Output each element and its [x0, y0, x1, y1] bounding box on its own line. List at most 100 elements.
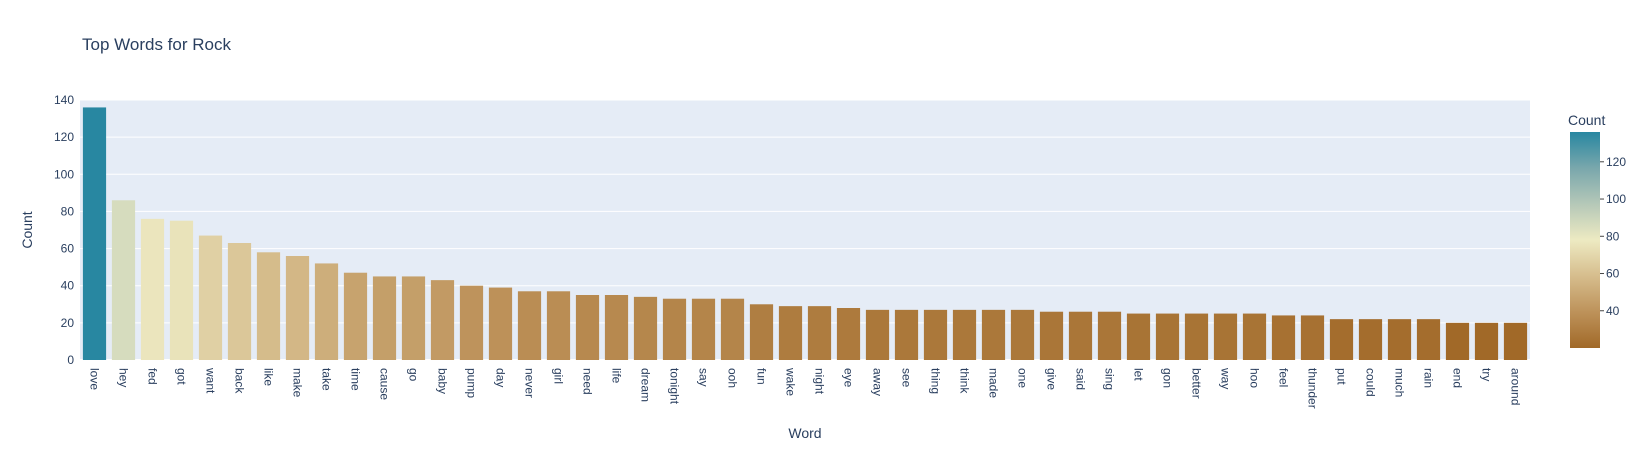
bar-ooh[interactable] — [720, 298, 745, 360]
bar-thunder[interactable] — [1300, 315, 1325, 360]
colorbar-tick-label: 120 — [1606, 155, 1626, 169]
bar-gon[interactable] — [1155, 313, 1180, 360]
bars — [82, 107, 1528, 360]
x-tick-label: sing — [1103, 368, 1117, 390]
x-tick-label: say — [697, 368, 711, 387]
bar-eye[interactable] — [836, 308, 861, 360]
x-tick-label: take — [320, 368, 334, 391]
y-tick-label: 100 — [54, 167, 74, 181]
bar-way[interactable] — [1213, 313, 1238, 360]
bar-go[interactable] — [401, 276, 426, 360]
bar-put[interactable] — [1329, 319, 1354, 360]
x-tick-label: night — [813, 368, 827, 395]
y-tick-label: 0 — [67, 353, 74, 367]
x-tick-label: tonight — [668, 368, 682, 405]
x-tick-label: girl — [552, 368, 566, 384]
bar-around[interactable] — [1503, 322, 1528, 360]
bar-think[interactable] — [952, 309, 977, 360]
bar-wake[interactable] — [778, 306, 803, 360]
x-tick-label: feel — [1277, 368, 1291, 387]
bar-end[interactable] — [1445, 322, 1470, 360]
bar-never[interactable] — [517, 291, 542, 360]
bar-need[interactable] — [575, 295, 600, 360]
colorbar-ticks: 40 60 80 100 120 — [1600, 155, 1626, 318]
y-tick-label: 60 — [61, 242, 75, 256]
y-tick-label: 20 — [61, 316, 75, 330]
bar-let[interactable] — [1126, 313, 1151, 360]
x-tick-label: gon — [1161, 368, 1175, 388]
bar-take[interactable] — [314, 263, 339, 360]
bar-much[interactable] — [1387, 319, 1412, 360]
bar-night[interactable] — [807, 306, 832, 360]
bar-rain[interactable] — [1416, 319, 1441, 360]
bar-give[interactable] — [1039, 311, 1064, 360]
x-tick-label: never — [523, 368, 537, 398]
bar-cause[interactable] — [372, 276, 397, 360]
bar-life[interactable] — [604, 295, 629, 360]
bar-one[interactable] — [1010, 309, 1035, 360]
x-axis-ticks: love hey fed got want back like make take time cau… — [88, 367, 1523, 409]
x-tick-label: made — [987, 368, 1001, 398]
chart-title: Top Words for Rock — [82, 35, 231, 54]
bar-could[interactable] — [1358, 319, 1383, 360]
x-tick-label: wake — [784, 367, 798, 396]
bar-day[interactable] — [488, 287, 513, 360]
bar-dream[interactable] — [633, 296, 658, 360]
bar-hoo[interactable] — [1242, 313, 1267, 360]
colorbar: Count 40 60 80 100 120 — [1568, 112, 1626, 348]
x-tick-label: life — [610, 368, 624, 384]
bar-said[interactable] — [1068, 311, 1093, 360]
x-tick-label: need — [581, 368, 595, 395]
bar-try[interactable] — [1474, 322, 1499, 360]
bar-away[interactable] — [865, 309, 890, 360]
colorbar-tick-label: 40 — [1606, 304, 1620, 318]
y-tick-label: 80 — [61, 204, 75, 218]
bar-feel[interactable] — [1271, 315, 1296, 360]
x-tick-label: got — [175, 368, 189, 385]
x-axis-title: Word — [788, 425, 821, 441]
x-tick-label: way — [1219, 367, 1233, 389]
bar-got[interactable] — [169, 220, 194, 360]
bar-fed[interactable] — [140, 218, 165, 360]
x-tick-label: baby — [436, 368, 450, 394]
bar-girl[interactable] — [546, 291, 571, 360]
bar-pump[interactable] — [459, 285, 484, 360]
bar-make[interactable] — [285, 256, 310, 360]
x-tick-label: make — [291, 368, 305, 398]
y-tick-label: 140 — [54, 93, 74, 107]
bar-back[interactable] — [227, 243, 252, 360]
x-tick-label: put — [1335, 368, 1349, 385]
bar-say[interactable] — [691, 298, 716, 360]
x-tick-label: love — [88, 368, 102, 390]
bar-tonight[interactable] — [662, 298, 687, 360]
x-tick-label: away — [871, 368, 885, 396]
x-tick-label: much — [1393, 368, 1407, 397]
bar-hey[interactable] — [111, 200, 136, 360]
x-tick-label: see — [900, 368, 914, 388]
bar-baby[interactable] — [430, 280, 455, 360]
x-tick-label: pump — [465, 368, 479, 398]
colorbar-tick-label: 80 — [1606, 229, 1620, 243]
bar-made[interactable] — [981, 309, 1006, 360]
x-tick-label: fed — [146, 368, 160, 385]
bar-fun[interactable] — [749, 304, 774, 360]
colorbar-tick-label: 100 — [1606, 192, 1626, 206]
bar-like[interactable] — [256, 252, 281, 360]
x-tick-label: dream — [639, 368, 653, 402]
x-tick-label: thunder — [1306, 368, 1320, 409]
bar-better[interactable] — [1184, 313, 1209, 360]
y-axis-title: Count — [19, 211, 35, 248]
x-tick-label: end — [1451, 368, 1465, 388]
x-tick-label: ooh — [726, 368, 740, 388]
bar-time[interactable] — [343, 272, 368, 360]
bar-see[interactable] — [894, 309, 919, 360]
bar-thing[interactable] — [923, 309, 948, 360]
bar-want[interactable] — [198, 235, 223, 360]
x-tick-label: one — [1016, 368, 1030, 388]
bar-sing[interactable] — [1097, 311, 1122, 360]
x-tick-label: think — [958, 368, 972, 394]
bar-love[interactable] — [82, 107, 107, 360]
x-tick-label: fun — [755, 368, 769, 385]
x-tick-label: give — [1045, 368, 1059, 390]
